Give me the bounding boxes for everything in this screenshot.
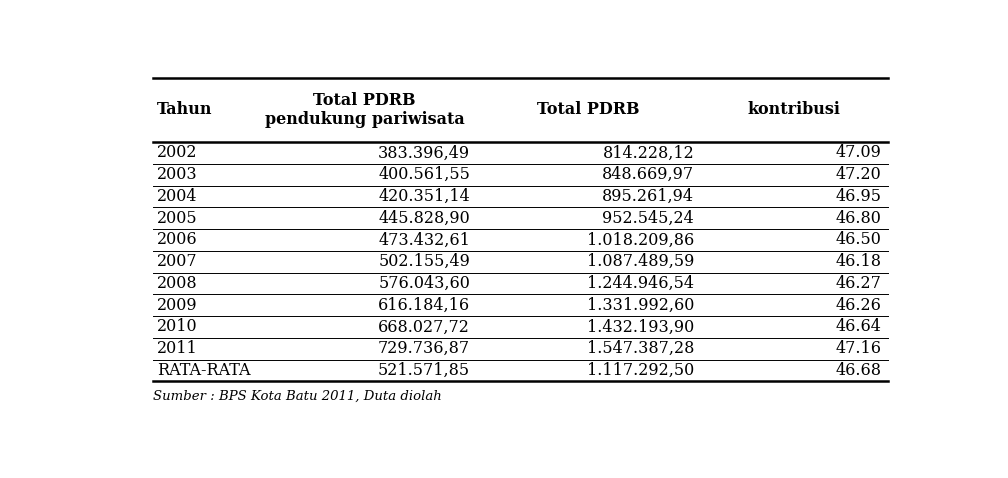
Text: Total PDRB
pendukung pariwisata: Total PDRB pendukung pariwisata xyxy=(264,91,465,128)
Text: 47.20: 47.20 xyxy=(836,166,881,183)
Text: 46.95: 46.95 xyxy=(836,188,881,205)
Text: 2009: 2009 xyxy=(157,297,198,314)
Text: 668.027,72: 668.027,72 xyxy=(378,318,470,336)
Text: 46.27: 46.27 xyxy=(836,275,881,292)
Text: 46.18: 46.18 xyxy=(836,253,881,270)
Text: 1.547.387,28: 1.547.387,28 xyxy=(587,340,695,357)
Text: 383.396,49: 383.396,49 xyxy=(378,144,470,162)
Text: 1.087.489,59: 1.087.489,59 xyxy=(587,253,695,270)
Text: 521.571,85: 521.571,85 xyxy=(378,362,470,379)
Text: 445.828,90: 445.828,90 xyxy=(378,210,470,227)
Text: 2003: 2003 xyxy=(157,166,198,183)
Text: 729.736,87: 729.736,87 xyxy=(378,340,470,357)
Text: 895.261,94: 895.261,94 xyxy=(602,188,695,205)
Text: 2006: 2006 xyxy=(157,231,198,249)
Text: 46.50: 46.50 xyxy=(836,231,881,249)
Text: 952.545,24: 952.545,24 xyxy=(603,210,695,227)
Text: 2002: 2002 xyxy=(157,144,198,162)
Text: 1.432.193,90: 1.432.193,90 xyxy=(587,318,695,336)
Text: 47.09: 47.09 xyxy=(836,144,881,162)
Text: 47.16: 47.16 xyxy=(836,340,881,357)
Text: 46.26: 46.26 xyxy=(836,297,881,314)
Text: 473.432,61: 473.432,61 xyxy=(378,231,470,249)
Text: 2005: 2005 xyxy=(157,210,198,227)
Text: 46.64: 46.64 xyxy=(836,318,881,336)
Text: RATA-RATA: RATA-RATA xyxy=(157,362,251,379)
Text: 616.184,16: 616.184,16 xyxy=(378,297,470,314)
Text: 576.043,60: 576.043,60 xyxy=(378,275,470,292)
Text: 1.018.209,86: 1.018.209,86 xyxy=(587,231,695,249)
Text: Total PDRB: Total PDRB xyxy=(537,101,640,119)
Text: Tahun: Tahun xyxy=(157,101,213,119)
Text: 1.117.292,50: 1.117.292,50 xyxy=(587,362,695,379)
Text: 2010: 2010 xyxy=(157,318,198,336)
Text: Sumber : BPS Kota Batu 2011, Duta diolah: Sumber : BPS Kota Batu 2011, Duta diolah xyxy=(153,390,443,402)
Text: 502.155,49: 502.155,49 xyxy=(378,253,470,270)
Text: 2008: 2008 xyxy=(157,275,198,292)
Text: 2004: 2004 xyxy=(157,188,198,205)
Text: kontribusi: kontribusi xyxy=(748,101,841,119)
Text: 400.561,55: 400.561,55 xyxy=(378,166,470,183)
Text: 46.80: 46.80 xyxy=(836,210,881,227)
Text: 1.331.992,60: 1.331.992,60 xyxy=(587,297,695,314)
Text: 2011: 2011 xyxy=(157,340,198,357)
Text: 2007: 2007 xyxy=(157,253,198,270)
Text: 1.244.946,54: 1.244.946,54 xyxy=(588,275,695,292)
Text: 420.351,14: 420.351,14 xyxy=(378,188,470,205)
Text: 814.228,12: 814.228,12 xyxy=(603,144,695,162)
Text: 46.68: 46.68 xyxy=(836,362,881,379)
Text: 848.669,97: 848.669,97 xyxy=(602,166,695,183)
